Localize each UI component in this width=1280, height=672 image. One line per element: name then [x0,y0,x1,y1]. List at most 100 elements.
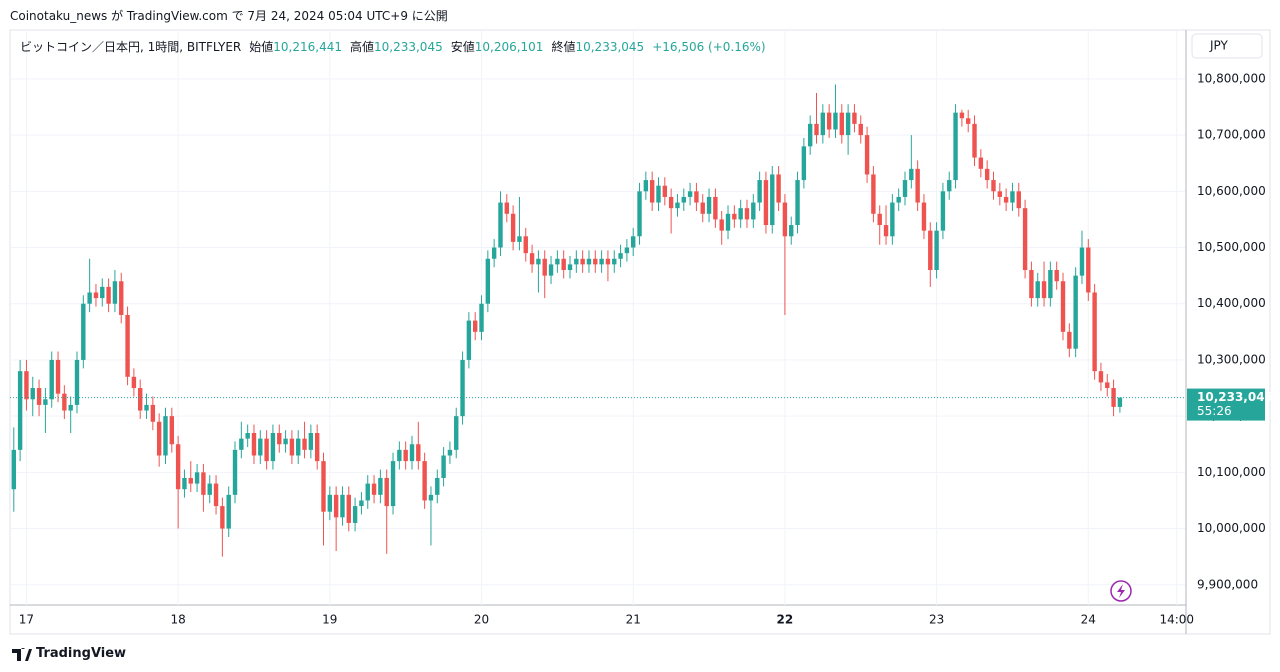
candle-body [668,196,674,209]
candle-body [308,433,314,450]
candle-body [972,123,977,158]
countdown-label: 55:26 [1197,404,1232,418]
candle-body [593,258,598,265]
candle-body [510,213,516,242]
legend-label: 高値 [349,40,374,54]
candle-body [656,185,661,203]
candle-body [74,359,80,405]
candle-body [352,506,358,523]
x-tick-label: 21 [626,613,641,627]
candle-body [340,494,345,518]
candle-body [605,258,611,265]
candle-body [1041,281,1047,299]
candle-body [81,303,86,360]
candle-body [675,202,680,209]
candle-body [953,112,958,181]
candle-body [877,213,882,226]
candle-body [1073,275,1078,349]
axes: 9,900,00010,000,00010,100,00010,200,0001… [19,71,1273,626]
candle-body [30,388,35,400]
candle-body [441,455,446,478]
candle-body [536,258,541,265]
candle-body [365,483,370,501]
candle-body [984,168,990,181]
candle-body [371,483,377,495]
chart-frame [9,29,1271,635]
candle-body [706,196,712,214]
candle-body [397,449,402,462]
candle-body [586,258,592,265]
candle-body [763,180,769,226]
candle-body [201,472,206,495]
candle-body [43,399,48,405]
candle-body [24,371,29,400]
candle-body [782,202,788,237]
candle-body [333,494,339,518]
candle-body [428,494,434,501]
candle-body [599,258,604,265]
currency-label: JPY [1209,39,1229,53]
candle-body [17,371,23,450]
candle-body [909,168,914,181]
candle-body [826,112,832,130]
candle-body [789,225,794,237]
candle-body [245,433,250,439]
legend-label: 安値 [450,40,475,54]
candle-body [845,112,851,136]
candle-body [694,191,699,203]
candle-body [49,359,54,400]
candle-body [485,258,491,304]
candle-body [700,202,705,214]
candle-body [403,449,408,462]
candle-body [207,483,212,495]
currency-button[interactable] [1191,33,1263,59]
candle-body [270,433,276,462]
candle-body [479,303,484,332]
legend-title: ビットコイン／日本円, 1時間, BITFLYER [20,40,242,54]
candle-body [801,146,807,181]
candle-body [327,494,333,512]
candle-body [472,320,478,332]
candle-body [991,180,996,192]
y-tick-label: 10,400,000 [1197,296,1266,310]
y-tick-label: 10,800,000 [1197,71,1266,85]
candle-body [612,258,617,265]
candle-body [820,112,826,136]
candle-body [631,236,636,248]
candle-body [517,236,522,242]
candle-body [1003,196,1009,203]
candle-body [220,506,225,529]
grid [10,30,1185,605]
candle-body [795,180,800,226]
candle-body [1067,331,1072,349]
candle-body [978,157,984,169]
candle-body [883,225,889,237]
candle-body [637,191,642,237]
candle-body [1029,270,1034,299]
candle-body [1016,191,1021,209]
header: Coinotaku_news が TradingView.com で 7月 24… [10,9,448,23]
candle-body [574,258,579,265]
candle-body [87,292,92,304]
candle-body [1111,388,1116,407]
x-tick-label: 14:00 [1159,613,1194,627]
candle-body [144,404,149,411]
candle-body [68,404,73,411]
y-tick-label: 10,100,000 [1197,465,1266,479]
candle-body [251,433,257,456]
candle-body [504,202,509,214]
candle-body [807,123,813,147]
candle-body [1105,382,1110,389]
candle-body [1098,371,1104,383]
candle-body [1060,281,1066,332]
candle-body [896,196,901,203]
candle-body [390,461,396,507]
candle-body [182,477,187,490]
candle-body [194,472,200,484]
candles [10,84,1185,557]
candle-body [732,213,737,220]
candle-body [1092,292,1097,372]
candle-body [498,202,503,248]
